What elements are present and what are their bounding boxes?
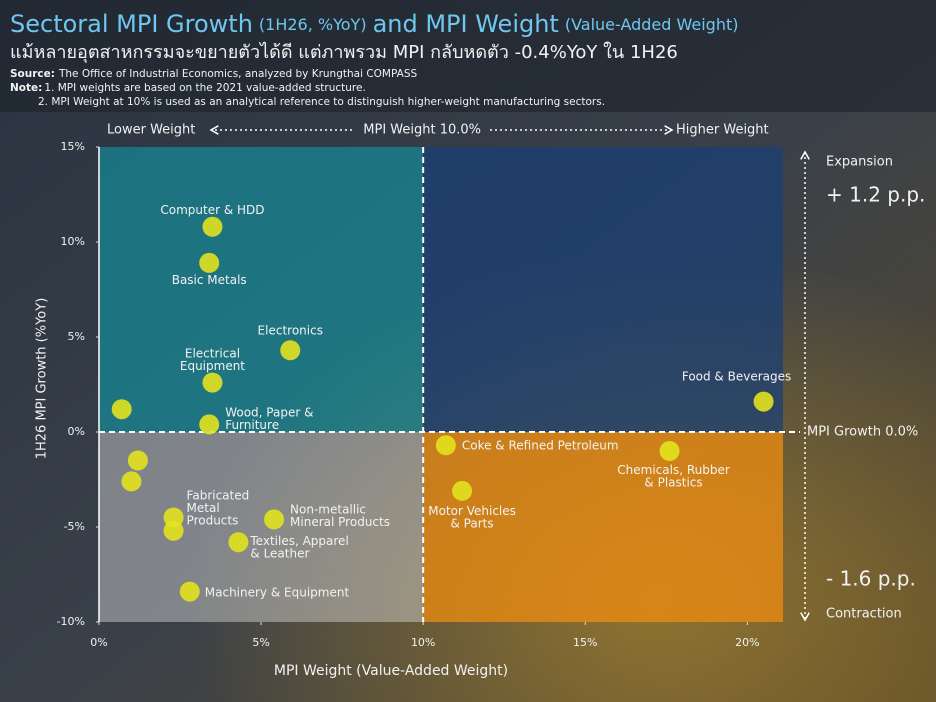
label-line: & Plastics (644, 475, 702, 489)
weight-label: Lower Weight (107, 123, 195, 138)
x-tick-label: 15% (573, 636, 597, 649)
y-tick-label: 0% (68, 425, 85, 438)
label-line: & Leather (250, 546, 309, 560)
label-line: & Parts (451, 516, 494, 530)
title-part: and MPI Weight (373, 10, 559, 38)
label-line: Mineral Products (290, 514, 390, 528)
point (179, 581, 200, 602)
point-label: Basic Metals (172, 272, 247, 286)
growth-label: Contraction (826, 607, 902, 622)
label-line: Coke & Refined Petroleum (462, 438, 619, 452)
point (127, 450, 148, 471)
point (202, 372, 223, 393)
point (753, 391, 774, 412)
point (280, 340, 301, 361)
x-tick-label: 5% (252, 636, 269, 649)
point-label: Electrical Equipment (180, 346, 245, 373)
label-line: Basic Metals (172, 272, 247, 286)
point-label: Electronics (258, 323, 323, 337)
point (435, 435, 456, 456)
point-label: Computer & HDD (160, 202, 264, 216)
point (228, 532, 249, 553)
point (264, 509, 285, 530)
label-line: Food & Beverages (682, 369, 791, 383)
y-tick-label: 15% (61, 140, 85, 153)
label-line: Metal (187, 501, 220, 515)
point-label: Motor Vehicles & Parts (428, 503, 516, 530)
point-label: Wood, Paper & Furniture (225, 405, 313, 432)
title-part: (Value-Added Weight) (565, 15, 739, 34)
point (659, 441, 680, 461)
point (452, 480, 473, 501)
point-label: Chemicals, Rubber & Plastics (617, 463, 730, 490)
label-line: Fabricated (187, 488, 250, 502)
growth-value: - 1.6 p.p. (826, 567, 916, 591)
growth-value: + 1.2 p.p. (826, 183, 925, 207)
label-line: Products (187, 513, 239, 527)
point (121, 471, 142, 492)
source: Source: The Office of Industrial Economic… (10, 68, 417, 80)
label-line: Machinery & Equipment (205, 585, 350, 599)
title-part: Sectoral MPI Growth (10, 10, 253, 38)
point (202, 216, 223, 237)
note: Note: 1. MPI weights are based on the 202… (10, 82, 366, 94)
title-part: (1H26, %YoY) (259, 15, 367, 34)
point-label: Food & Beverages (682, 369, 791, 383)
x-tick-label: 0% (90, 636, 107, 649)
point-label: Machinery & Equipment (205, 585, 350, 599)
label-line: Electronics (258, 323, 323, 337)
quadrant (423, 147, 783, 432)
point (163, 520, 184, 541)
quadrant (99, 147, 424, 432)
label-line: Computer & HDD (160, 202, 264, 216)
x-tick-label: 20% (735, 636, 759, 649)
point-label: Textiles, Apparel & Leather (249, 534, 348, 561)
reference-label: MPI Growth 0.0% (807, 425, 918, 440)
label-line: Motor Vehicles (428, 503, 516, 517)
label-line: Equipment (180, 359, 245, 373)
quadrant (423, 432, 783, 622)
x-axis-title: MPI Weight (Value-Added Weight) (274, 663, 508, 679)
weight-label: Higher Weight (676, 123, 769, 138)
reference-label: MPI Weight 10.0% (363, 123, 481, 138)
y-tick-label: 10% (61, 235, 85, 248)
label-line: Textiles, Apparel (249, 534, 348, 548)
quadrant (99, 432, 424, 622)
x-tick-label: 10% (411, 636, 435, 649)
point (199, 414, 220, 435)
point-label: Fabricated Metal Products (187, 488, 250, 527)
header-band (0, 0, 936, 112)
note-item: 2. MPI Weight at 10% is used as an analy… (38, 96, 605, 108)
point (199, 252, 220, 273)
chart-title: Sectoral MPI Growth (1H26, %YoY) and MPI W… (10, 10, 739, 38)
point-label: Coke & Refined Petroleum (462, 438, 619, 452)
label-line: Electrical (185, 346, 240, 360)
label-line: Chemicals, Rubber (617, 463, 730, 477)
source-label: Source: (10, 68, 55, 80)
label-line: Wood, Paper & (225, 405, 313, 419)
point-label: Non-metallic Mineral Products (290, 502, 390, 529)
note-label: Note: (10, 82, 42, 94)
y-tick-label: -10% (57, 615, 85, 628)
source-text: The Office of Industrial Economics, anal… (58, 68, 418, 80)
label-line: Non-metallic (290, 502, 366, 516)
y-tick-label: -5% (64, 520, 85, 533)
point (111, 399, 132, 420)
y-tick-label: 5% (68, 330, 85, 343)
growth-label: Expansion (826, 155, 893, 170)
note-item: 1. MPI weights are based on the 2021 val… (44, 82, 365, 94)
subtitle: แม้หลายอุตสาหกรรมจะขยายตัวได้ดี แต่ภาพรว… (10, 41, 678, 63)
label-line: Furniture (225, 417, 279, 431)
y-axis-title: 1H26 MPI Growth (%YoY) (35, 298, 50, 460)
